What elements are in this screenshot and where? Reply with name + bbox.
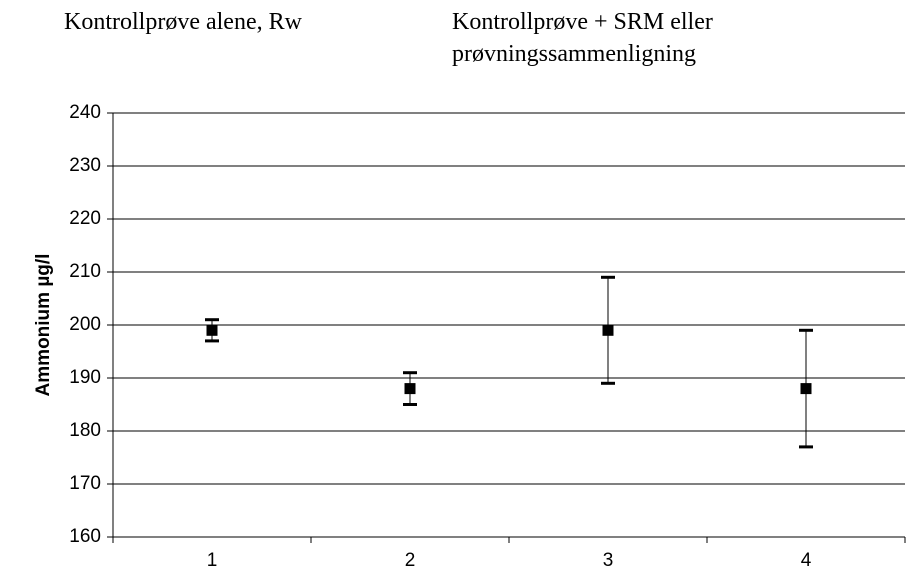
x-tick-label: 1 — [207, 550, 218, 571]
y-tick-label: 240 — [69, 102, 101, 123]
y-tick-label: 170 — [69, 473, 101, 494]
y-tick-label: 180 — [69, 420, 101, 441]
marker — [602, 324, 614, 336]
y-tick-label: 220 — [69, 208, 101, 229]
marker — [206, 324, 218, 336]
x-tick-label: 2 — [405, 550, 416, 571]
y-tick-label: 190 — [69, 367, 101, 388]
x-tick-label: 3 — [603, 550, 614, 571]
annotation: Kontrollprøve + SRM eller prøvningssamme… — [452, 9, 713, 67]
y-tick-label: 230 — [69, 155, 101, 176]
x-tick-label: 4 — [801, 550, 812, 571]
y-tick-label: 210 — [69, 261, 101, 282]
y-tick-label: 160 — [69, 526, 101, 547]
marker — [800, 383, 812, 395]
marker — [404, 383, 416, 395]
y-tick-label: 200 — [69, 314, 101, 335]
annotation: Kontrollprøve alene, Rw — [64, 9, 302, 35]
y-axis-title: Ammonium µg/l — [33, 254, 54, 397]
